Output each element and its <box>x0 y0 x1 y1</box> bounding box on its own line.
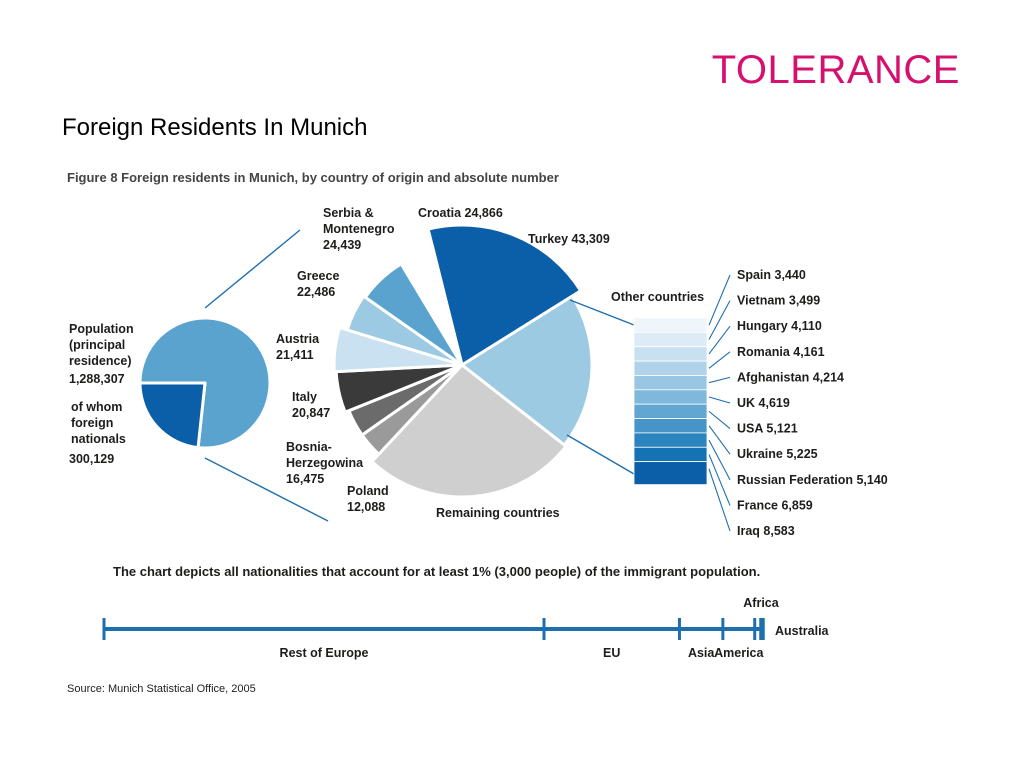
other-countries-segment-russian-federation <box>633 432 708 448</box>
other-countries-label-spain: Spain 3,440 <box>737 268 806 282</box>
slice-label-other-countries-line-0: Other countries <box>611 290 704 304</box>
slice-label-poland-line-0: Poland <box>347 484 389 498</box>
other-countries-segment-vietnam <box>633 331 708 348</box>
foreign-nationals-slice <box>138 381 207 450</box>
other-countries-segment-usa <box>633 403 708 419</box>
other-countries-leader-4 <box>708 376 731 384</box>
other-countries-leader-7 <box>708 425 731 455</box>
other-countries-label-hungary: Hungary 4,110 <box>737 319 822 333</box>
population-label-line-2: residence) <box>69 354 132 368</box>
country-slice-greece <box>345 294 464 367</box>
other-countries-leader-2 <box>708 325 731 355</box>
slice-label-serbia-montenegro-line-2: 24,439 <box>323 238 361 252</box>
other-countries-label-iraq: Iraq 8,583 <box>737 524 795 538</box>
country-slice-austria <box>332 326 464 374</box>
other-countries-segment-uk <box>633 389 708 405</box>
other-countries-leader-3 <box>708 351 731 369</box>
population-slice <box>138 316 272 450</box>
slice-label-croatia-line-0: Croatia 24,866 <box>418 206 503 220</box>
connector-line-top <box>204 229 301 309</box>
slice-label-serbia-montenegro-line-0: Serbia & <box>323 206 374 220</box>
other-countries-label-vietnam: Vietnam 3,499 <box>737 294 820 308</box>
connector-line-bottom <box>204 457 329 522</box>
other-countries-segment-romania <box>633 360 708 376</box>
population-label-line-0: Population <box>69 322 134 336</box>
chart-note: The chart depicts all nationalities that… <box>113 564 760 579</box>
other-countries-label-romania: Romania 4,161 <box>737 345 825 359</box>
foreign-value: 300,129 <box>69 452 114 466</box>
region-label-eu: EU <box>603 646 620 660</box>
region-label-australia: Australia <box>775 624 830 638</box>
other-countries-label-ukraine: Ukraine 5,225 <box>737 447 818 461</box>
slice-label-bosnia-herzegowina-line-1: Herzegowina <box>286 456 364 470</box>
country-slice-turkey <box>426 223 583 367</box>
other-countries-segment-ukraine <box>633 418 708 434</box>
slice-label-austria-line-1: 21,411 <box>276 348 314 362</box>
slice-label-remaining-countries-line-0: Remaining countries <box>436 506 560 520</box>
bar-connector-bottom <box>566 434 635 475</box>
country-slice-croatia <box>396 243 464 367</box>
slice-label-greece-line-0: Greece <box>297 269 339 283</box>
figure-caption: Figure 8 Foreign residents in Munich, by… <box>67 170 559 185</box>
population-label-line-1: (principal <box>69 338 125 352</box>
slice-label-bosnia-herzegowina-line-0: Bosnia- <box>286 440 332 454</box>
other-countries-leader-1 <box>708 300 731 340</box>
other-countries-leader-9 <box>708 454 731 506</box>
foreign-label-line-1: foreign <box>71 416 113 430</box>
other-countries-leader-8 <box>708 439 731 481</box>
other-countries-label-france: France 6,859 <box>737 498 813 512</box>
other-countries-label-uk: UK 4,619 <box>737 396 790 410</box>
slice-label-italy-line-1: 20,847 <box>292 406 330 420</box>
country-slice-remaining-countries <box>370 363 568 499</box>
bar-connector-top <box>569 299 635 326</box>
other-countries-leader-5 <box>708 396 731 404</box>
region-label-rest-of-europe: Rest of Europe <box>280 646 369 660</box>
slice-label-italy-line-0: Italy <box>292 390 317 404</box>
other-countries-segment-spain <box>633 317 708 333</box>
other-countries-label-usa: USA 5,121 <box>737 422 798 436</box>
slice-label-poland-line-1: 12,088 <box>347 500 385 514</box>
foreign-label-line-0: of whom <box>71 400 122 414</box>
other-countries-segment-iraq <box>633 461 708 486</box>
other-countries-label-russian-federation: Russian Federation 5,140 <box>737 473 888 487</box>
region-label-america: America <box>714 646 764 660</box>
source-note: Source: Munich Statistical Office, 2005 <box>67 683 256 695</box>
other-countries-leader-0 <box>708 274 731 326</box>
other-countries-leader-10 <box>708 468 731 532</box>
region-label-asia: Asia <box>688 646 715 660</box>
region-label-africa: Africa <box>743 596 779 610</box>
slice-label-greece-line-1: 22,486 <box>297 285 335 299</box>
slice-label-serbia-montenegro-line-1: Montenegro <box>323 222 395 236</box>
other-countries-label-afghanistan: Afghanistan 4,214 <box>737 370 844 384</box>
other-countries-segment-hungary <box>633 346 708 362</box>
slice-label-turkey-line-0: Turkey 43,309 <box>528 232 610 246</box>
other-countries-segment-afghanistan <box>633 375 708 391</box>
slide-subtitle: Foreign Residents In Munich <box>62 114 368 141</box>
slice-label-bosnia-herzegowina-line-2: 16,475 <box>286 472 324 486</box>
country-slice-other-countries <box>460 294 594 447</box>
other-countries-segment-france <box>633 446 708 463</box>
population-value: 1,288,307 <box>69 372 125 386</box>
foreign-label-line-2: nationals <box>71 432 126 446</box>
slice-label-austria-line-0: Austria <box>276 332 320 346</box>
other-countries-leader-6 <box>708 410 731 430</box>
slide-title: TOLERANCE <box>711 48 960 92</box>
